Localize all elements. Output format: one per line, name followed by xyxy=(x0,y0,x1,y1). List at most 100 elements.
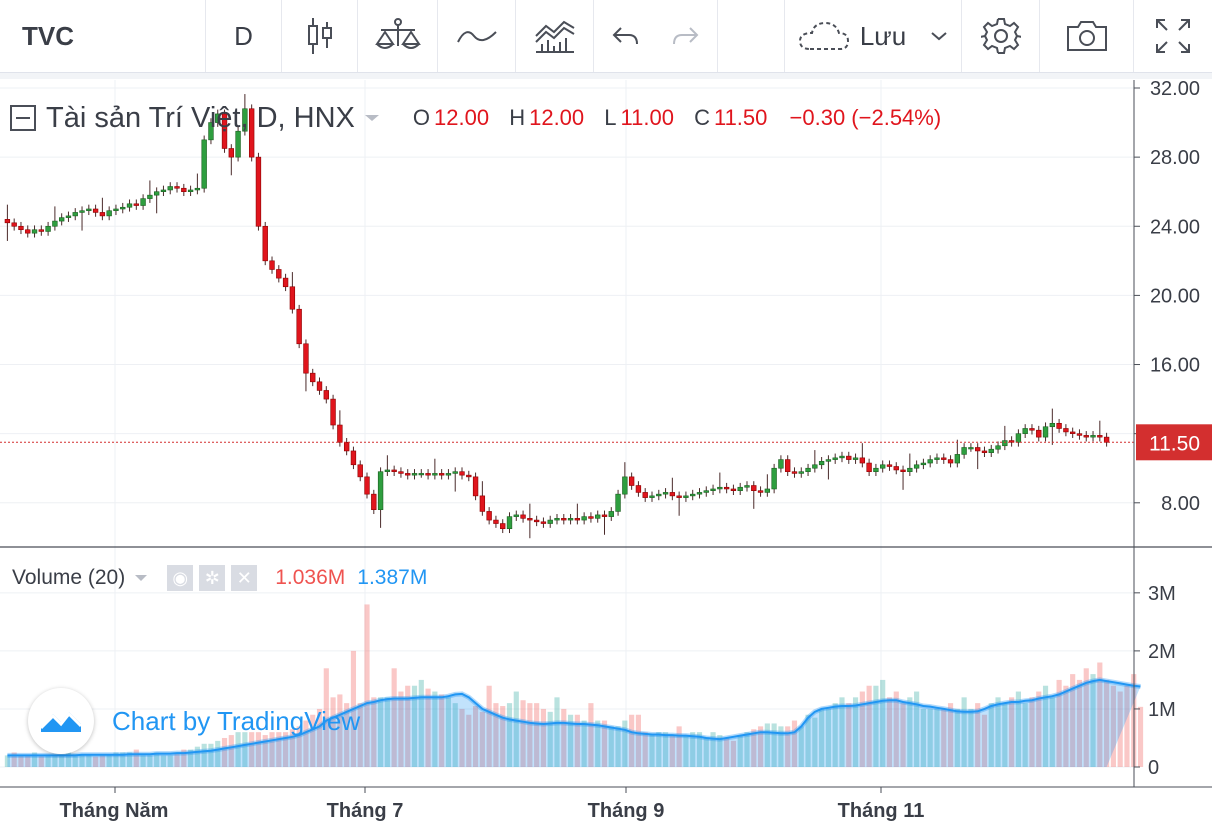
candle-body xyxy=(79,210,85,213)
redo-icon xyxy=(673,27,699,45)
candle-body xyxy=(215,113,221,123)
high-label: H xyxy=(509,105,526,130)
undo-button[interactable] xyxy=(594,0,656,72)
volume-label[interactable]: Volume (20) xyxy=(12,566,126,589)
volume-bar xyxy=(547,711,553,767)
candle-body xyxy=(323,390,329,400)
candle-body xyxy=(595,514,601,519)
indicators-button[interactable] xyxy=(358,0,438,72)
screenshot-button[interactable] xyxy=(1040,0,1134,72)
volume-bar xyxy=(649,735,655,767)
volume-bar xyxy=(228,735,234,767)
candle-body xyxy=(513,514,519,517)
templates-button[interactable] xyxy=(516,0,594,72)
candle-body xyxy=(418,473,424,476)
save-button[interactable]: Lưu xyxy=(784,0,962,72)
compare-button[interactable] xyxy=(438,0,516,72)
interval-button[interactable]: D xyxy=(206,0,282,72)
gear-icon[interactable]: ✲ xyxy=(199,565,226,591)
price-tick-label: 24.00 xyxy=(1150,216,1200,238)
volume-bar xyxy=(1022,703,1028,767)
legend-title[interactable]: Tài sản Trí Việt, D, HNX xyxy=(46,101,355,134)
chevron-down-icon[interactable] xyxy=(133,573,149,583)
volume-ma xyxy=(7,677,1141,767)
candle-body xyxy=(167,186,173,191)
candle-body xyxy=(65,215,72,218)
candle-body xyxy=(1070,431,1076,434)
candle-body xyxy=(506,516,513,530)
candle-body xyxy=(276,269,282,279)
volume-bar xyxy=(927,708,933,767)
candle-body xyxy=(255,156,262,227)
volume-bar xyxy=(235,732,241,767)
candle-body xyxy=(1090,435,1096,438)
settings-button[interactable] xyxy=(962,0,1040,72)
candle-body xyxy=(242,108,248,132)
volume-value: 1.036M xyxy=(275,566,346,589)
volume-bar xyxy=(72,754,78,767)
time-tick-label: Tháng Năm xyxy=(60,800,169,822)
candle-body xyxy=(45,225,51,232)
tradingview-watermark[interactable]: Chart by TradingView xyxy=(28,688,360,754)
candle-body xyxy=(235,130,241,158)
candle-body xyxy=(540,521,547,524)
price-tick-label: 16.00 xyxy=(1150,355,1200,377)
gear-icon xyxy=(980,18,1021,54)
volume-bar xyxy=(724,737,730,767)
volume-bar xyxy=(893,691,899,767)
volume-bar xyxy=(662,732,669,767)
candle-body xyxy=(941,457,947,460)
volume-bar xyxy=(154,752,160,767)
candle-body xyxy=(628,476,635,486)
volume-bar xyxy=(208,743,214,767)
candle-body xyxy=(1049,422,1056,428)
close-icon[interactable]: ✕ xyxy=(231,565,258,591)
eye-icon[interactable]: ◉ xyxy=(167,565,194,591)
volume-bar xyxy=(995,697,1001,767)
candle-body xyxy=(289,286,296,310)
volume-bar xyxy=(1104,679,1110,767)
volume-bar xyxy=(126,752,133,767)
candle-body xyxy=(126,203,133,208)
volume-bar xyxy=(140,755,146,767)
cloud-icon xyxy=(798,21,849,50)
volume-bar xyxy=(839,697,845,767)
volume-tick-label: 0 xyxy=(1148,757,1159,779)
volume-ma-line xyxy=(7,678,1141,757)
volume-bar xyxy=(25,755,31,767)
volume-bar xyxy=(303,720,309,767)
volume-bar xyxy=(656,732,662,767)
candle-body xyxy=(303,343,309,374)
candle-body xyxy=(174,186,180,189)
volume-bar xyxy=(113,752,119,767)
candle-body xyxy=(452,471,458,474)
collapse-icon[interactable] xyxy=(10,105,36,131)
volume-bar xyxy=(86,755,92,767)
compare-icon xyxy=(456,31,497,43)
volume-bar xyxy=(106,754,112,767)
volume-bar xyxy=(1009,697,1015,767)
volume-bar xyxy=(283,732,289,767)
price-tick-label: 8.00 xyxy=(1161,493,1200,515)
candle-body xyxy=(371,493,377,511)
volume-bar xyxy=(405,685,411,767)
candle-body xyxy=(812,464,818,469)
volume-bar xyxy=(269,732,275,767)
open-label: O xyxy=(412,105,431,130)
volume-bar xyxy=(608,726,614,767)
chevron-down-icon[interactable] xyxy=(363,112,381,124)
chart-type-button[interactable] xyxy=(282,0,358,72)
volume-bar xyxy=(635,714,642,767)
fullscreen-button[interactable] xyxy=(1134,0,1212,72)
volume-bar xyxy=(696,732,703,767)
symbol-search-button[interactable]: TVC xyxy=(0,0,206,72)
redo-button[interactable] xyxy=(656,0,718,72)
candle-body xyxy=(11,222,17,227)
candle-body xyxy=(1022,428,1028,434)
candle-body xyxy=(459,471,465,476)
time-tick-label: Tháng 7 xyxy=(327,800,404,822)
candle-body xyxy=(839,455,845,459)
candle-body xyxy=(785,459,791,472)
candle-body xyxy=(330,398,336,426)
